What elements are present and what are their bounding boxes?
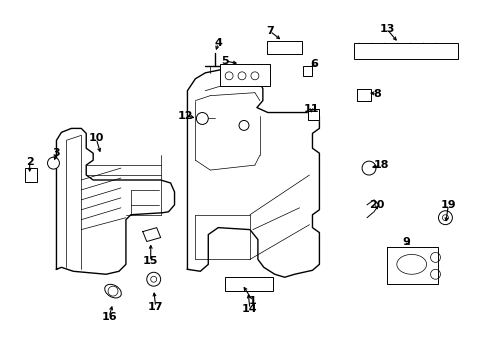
Text: 1: 1: [248, 296, 256, 306]
Text: 11: 11: [303, 104, 319, 113]
Text: 14: 14: [242, 304, 257, 314]
Polygon shape: [356, 89, 370, 100]
Text: 13: 13: [378, 24, 394, 34]
Circle shape: [438, 211, 451, 225]
Circle shape: [238, 72, 245, 80]
Circle shape: [47, 157, 60, 169]
Text: 10: 10: [88, 133, 103, 143]
Polygon shape: [142, 228, 161, 242]
Bar: [302, 66, 312, 76]
Circle shape: [429, 252, 440, 262]
Polygon shape: [56, 129, 174, 274]
Circle shape: [196, 113, 208, 125]
Circle shape: [239, 121, 248, 130]
Text: 5: 5: [221, 56, 228, 66]
Text: 12: 12: [177, 111, 193, 121]
Text: 16: 16: [101, 312, 117, 322]
Text: 7: 7: [265, 26, 273, 36]
Circle shape: [442, 215, 447, 221]
Text: 4: 4: [214, 38, 222, 48]
Polygon shape: [366, 200, 378, 212]
Circle shape: [146, 272, 161, 286]
Text: 2: 2: [26, 157, 34, 167]
Circle shape: [224, 72, 233, 80]
Polygon shape: [187, 69, 319, 277]
Bar: [25, 168, 37, 182]
Text: 17: 17: [148, 302, 163, 312]
Text: 18: 18: [372, 160, 388, 170]
Bar: [353, 43, 457, 59]
Polygon shape: [307, 109, 319, 121]
Polygon shape: [386, 247, 438, 284]
Circle shape: [250, 72, 258, 80]
Bar: [266, 41, 301, 54]
Bar: [224, 277, 272, 291]
Text: 3: 3: [53, 148, 60, 158]
Ellipse shape: [104, 284, 121, 298]
Circle shape: [429, 269, 440, 279]
Ellipse shape: [396, 255, 426, 274]
Text: 20: 20: [368, 200, 384, 210]
Text: 9: 9: [402, 237, 410, 247]
Text: 15: 15: [143, 256, 158, 266]
Circle shape: [361, 161, 375, 175]
Text: 6: 6: [310, 59, 318, 69]
Bar: [220, 64, 269, 86]
Circle shape: [108, 286, 118, 296]
Circle shape: [150, 276, 156, 282]
Text: 8: 8: [372, 89, 380, 99]
Text: 19: 19: [440, 200, 455, 210]
